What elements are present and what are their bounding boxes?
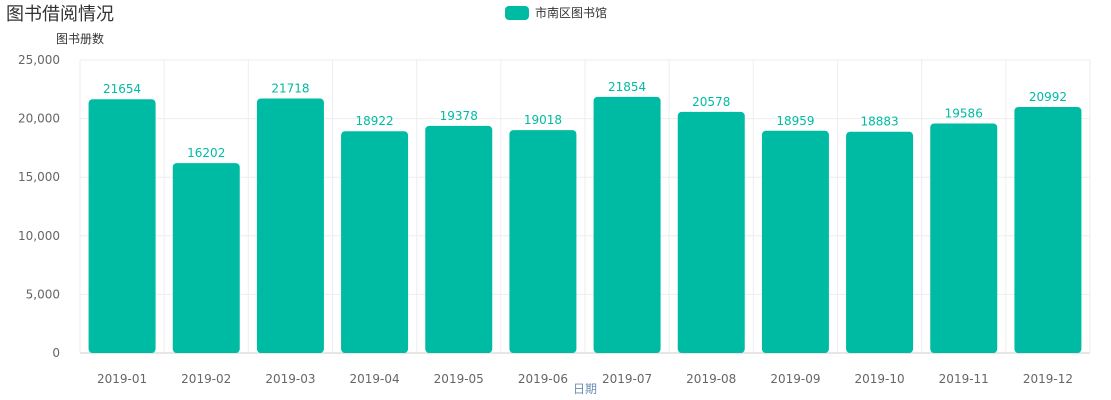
data-labels: 21654 16202 21718 18922 19378 19018 21854 20578… [103, 80, 1067, 160]
y-axis-ticks: 0 5,000 10,000 15,000 20,000 25,000 [18, 53, 60, 360]
x-tick-label: 2019-02 [181, 372, 231, 386]
bar[interactable] [677, 111, 745, 354]
bar-value-label: 21654 [103, 82, 141, 96]
bar-value-label: 18883 [860, 115, 898, 129]
bar[interactable] [1014, 106, 1082, 354]
x-tick-label: 2019-10 [855, 372, 905, 386]
bar-value-label: 20578 [692, 95, 730, 109]
x-tick-label: 2019-01 [97, 372, 147, 386]
legend-swatch [505, 5, 529, 20]
x-tick-label: 2019-04 [350, 372, 400, 386]
bar-value-label: 16202 [187, 146, 225, 160]
bar-value-label: 19018 [524, 113, 562, 127]
x-tick-label: 2019-05 [434, 372, 484, 386]
x-tick-label: 2019-12 [1023, 372, 1073, 386]
bar-value-label: 19586 [945, 106, 983, 120]
bar-value-label: 18922 [355, 114, 393, 128]
x-tick-label: 2019-09 [770, 372, 820, 386]
x-tick-label: 2019-11 [939, 372, 989, 386]
bar[interactable] [509, 130, 577, 353]
y-tick-label: 15,000 [18, 170, 60, 184]
bar[interactable] [846, 131, 914, 353]
chart-title: 图书借阅情况 [6, 4, 114, 25]
bar-value-label: 19378 [440, 109, 478, 123]
y-tick-label: 5,000 [26, 287, 60, 301]
bar[interactable] [341, 131, 409, 353]
bar[interactable] [256, 98, 324, 353]
bar-value-label: 21718 [271, 81, 309, 95]
y-axis-label: 图书册数 [56, 31, 104, 46]
bar[interactable] [593, 96, 661, 353]
x-tick-label: 2019-07 [602, 372, 652, 386]
bar-value-label: 18959 [776, 114, 814, 128]
y-tick-label: 20,000 [18, 112, 60, 126]
legend-label: 市南区图书馆 [535, 6, 608, 20]
x-axis-ticks: 2019-01 2019-02 2019-03 2019-04 2019-05 2019-… [97, 372, 1073, 386]
bar[interactable] [425, 125, 493, 354]
x-tick-label: 2019-03 [265, 372, 315, 386]
bar[interactable] [88, 99, 156, 353]
bars [88, 96, 1082, 354]
bar-value-label: 20992 [1029, 90, 1067, 104]
x-axis-label: 日期 [573, 382, 597, 396]
bar[interactable] [761, 130, 829, 353]
y-tick-label: 10,000 [18, 229, 60, 243]
legend[interactable]: 市南区图书馆 [505, 4, 607, 21]
bar-value-label: 21854 [608, 80, 646, 94]
x-tick-label: 2019-08 [686, 372, 736, 386]
bar[interactable] [172, 163, 240, 353]
bar[interactable] [930, 123, 998, 353]
x-tick-label: 2019-06 [518, 372, 568, 386]
y-tick-label: 0 [52, 346, 60, 360]
y-tick-label: 25,000 [18, 53, 60, 67]
grid-lines [79, 59, 1091, 354]
